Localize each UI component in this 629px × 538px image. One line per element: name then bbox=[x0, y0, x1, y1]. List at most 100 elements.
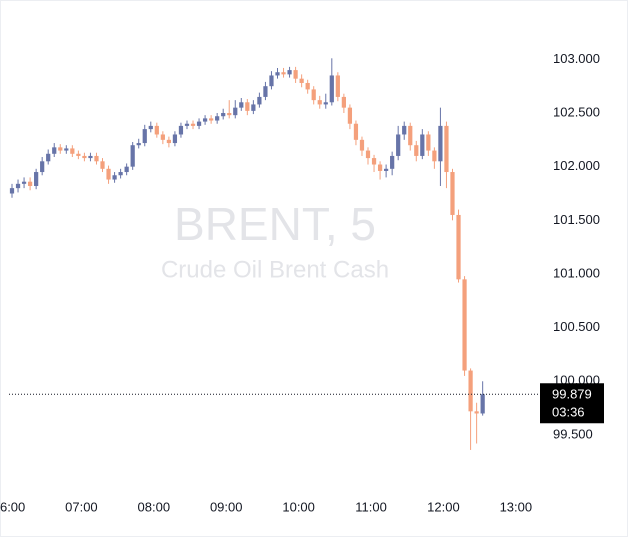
x-tick-label: 12:00 bbox=[427, 499, 460, 514]
candle-body bbox=[257, 96, 262, 105]
y-tick-label: 99.500 bbox=[553, 426, 593, 441]
candle-body bbox=[311, 89, 316, 101]
candle-body bbox=[353, 123, 359, 140]
candle-body bbox=[480, 394, 485, 414]
candle-body bbox=[390, 155, 395, 169]
y-tick-label: 102.500 bbox=[553, 104, 600, 119]
candle-body bbox=[305, 82, 310, 90]
candle-body bbox=[142, 129, 147, 144]
candle-body bbox=[118, 172, 123, 176]
candle-body bbox=[154, 125, 159, 135]
candle-body bbox=[160, 134, 165, 140]
candle-body bbox=[112, 175, 117, 180]
candle-body bbox=[329, 75, 334, 103]
candle-body bbox=[215, 116, 220, 121]
candle-body bbox=[281, 72, 286, 75]
candle-body bbox=[21, 181, 27, 184]
candle-body bbox=[172, 134, 178, 144]
candle-body bbox=[245, 102, 250, 111]
candle-body bbox=[88, 155, 93, 159]
candle-body bbox=[94, 155, 99, 162]
candle-body bbox=[34, 172, 39, 186]
candle-body bbox=[384, 168, 389, 171]
candle-body bbox=[474, 411, 479, 414]
candle-body bbox=[414, 145, 419, 156]
y-tick-label: 101.000 bbox=[553, 265, 600, 280]
candle-body bbox=[438, 125, 443, 162]
candle-body bbox=[341, 96, 346, 108]
candle-body bbox=[323, 102, 328, 105]
candle-body bbox=[100, 161, 105, 169]
candle-body bbox=[396, 134, 401, 156]
candle-body bbox=[468, 370, 473, 412]
candle-body bbox=[426, 134, 431, 151]
watermark-subtitle: Crude Oil Brent Cash bbox=[161, 256, 389, 283]
candle-body bbox=[196, 121, 202, 126]
x-tick-label: 13:00 bbox=[500, 499, 533, 514]
candle-body bbox=[130, 145, 135, 167]
candle-body bbox=[269, 75, 274, 87]
candle-body bbox=[456, 214, 461, 280]
candle-body bbox=[408, 125, 413, 146]
candle-body bbox=[239, 102, 244, 108]
candle-body bbox=[287, 70, 292, 75]
last-price-box bbox=[540, 383, 604, 424]
last-price-label: 99.879 bbox=[552, 387, 592, 402]
candle-body bbox=[15, 183, 21, 189]
x-tick-label: 08:00 bbox=[138, 499, 171, 514]
candle-body bbox=[70, 148, 75, 154]
candle-body bbox=[202, 118, 208, 122]
x-tick-label: 10:00 bbox=[282, 499, 315, 514]
candle-body bbox=[184, 123, 190, 126]
candle-body bbox=[9, 188, 15, 194]
y-tick-label: 103.000 bbox=[553, 51, 600, 66]
candle-body bbox=[221, 113, 226, 117]
candle-body bbox=[190, 123, 196, 126]
candle-body bbox=[402, 125, 407, 135]
candle-body bbox=[136, 143, 141, 146]
candle-body bbox=[293, 70, 298, 79]
candle-body bbox=[365, 150, 371, 159]
candle-body bbox=[371, 158, 377, 165]
candle-body bbox=[209, 118, 214, 121]
x-tick-label: 06:00 bbox=[0, 499, 25, 514]
candle-body bbox=[178, 125, 184, 135]
candle-body bbox=[462, 279, 467, 371]
candle-body bbox=[166, 139, 171, 144]
x-tick-label: 11:00 bbox=[355, 499, 387, 514]
candle-body bbox=[299, 78, 304, 83]
countdown: 03:36 bbox=[552, 405, 585, 420]
candle-body bbox=[40, 161, 45, 173]
candle-body bbox=[52, 147, 57, 154]
candle-body bbox=[27, 181, 33, 186]
candle-body bbox=[227, 113, 232, 116]
candle-body bbox=[46, 153, 51, 162]
candle-body bbox=[263, 86, 268, 97]
watermark-title: BRENT, 5 bbox=[174, 198, 376, 250]
x-tick-label: 07:00 bbox=[65, 499, 98, 514]
candle-body bbox=[317, 100, 322, 105]
candle-body bbox=[450, 172, 455, 215]
candle-body bbox=[124, 166, 129, 173]
candle-body bbox=[432, 150, 437, 162]
candle-body bbox=[420, 134, 425, 156]
x-tick-label: 09:00 bbox=[210, 499, 243, 514]
candle-body bbox=[377, 164, 383, 171]
candle-body bbox=[444, 125, 449, 173]
candle-body bbox=[76, 153, 81, 156]
candle-body bbox=[58, 147, 63, 151]
candle-body bbox=[233, 107, 238, 116]
candle-body bbox=[359, 139, 365, 151]
candle-body bbox=[347, 107, 353, 124]
y-tick-label: 102.000 bbox=[553, 158, 600, 173]
candle-body bbox=[106, 168, 111, 180]
y-tick-label: 100.500 bbox=[553, 319, 600, 334]
candle-body bbox=[335, 75, 340, 97]
candle-body bbox=[82, 155, 87, 159]
candle-body bbox=[64, 148, 69, 151]
candle-body bbox=[148, 125, 153, 130]
candle-body bbox=[251, 104, 256, 111]
candle-body bbox=[275, 72, 280, 76]
